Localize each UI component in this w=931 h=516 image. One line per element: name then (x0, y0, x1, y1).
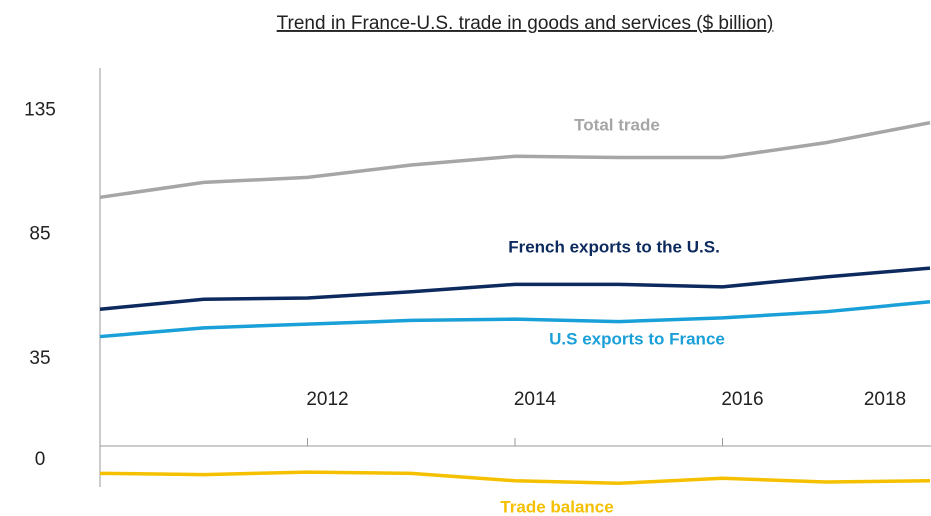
y-tick-label: 0 (35, 449, 46, 470)
x-tick-label: 2012 (306, 389, 348, 410)
y-tick-label: 35 (29, 348, 50, 369)
series-line (99, 470, 931, 486)
x-tick-label: 2014 (514, 389, 557, 410)
series-label: Total trade (574, 115, 660, 134)
series-line (99, 266, 931, 311)
series-line (99, 120, 931, 200)
series-label: Trade balance (500, 497, 613, 516)
x-tick-label: 2016 (721, 389, 763, 410)
chart-title: Trend in France-U.S. trade in goods and … (277, 13, 774, 34)
y-tick-label: 135 (24, 99, 56, 120)
series-label: U.S exports to France (549, 329, 725, 348)
series-label: French exports to the U.S. (508, 237, 720, 256)
series-line (99, 300, 931, 339)
y-tick-label: 85 (29, 224, 50, 245)
x-tick-label: 2018 (864, 389, 906, 410)
